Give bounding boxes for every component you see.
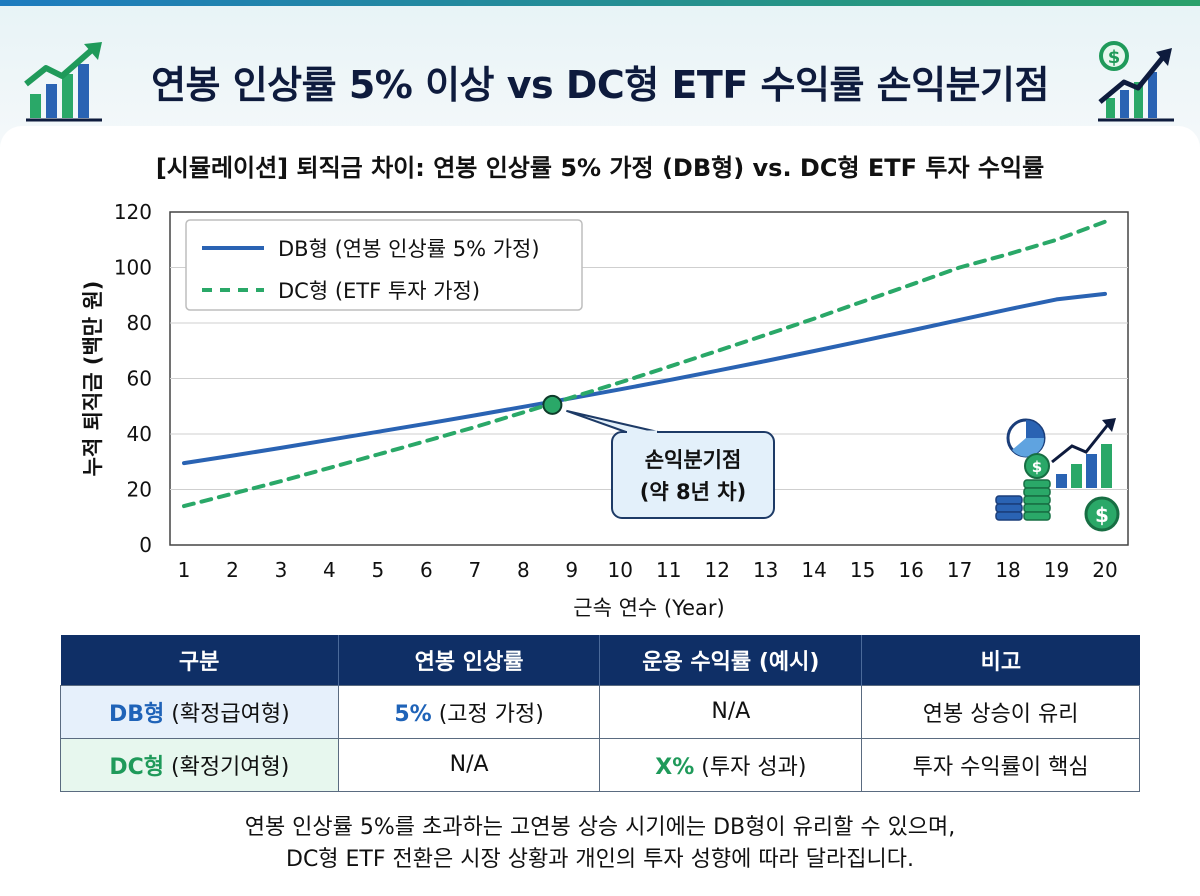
- x-tick-label: 8: [517, 558, 530, 582]
- header-category: 구분: [60, 635, 339, 685]
- growth-chart-icon: [24, 42, 102, 122]
- comparison-table: 구분 연봉 인상률 운용 수익률 (예시) 비고 DB형 (확정급여형) 5% …: [60, 635, 1140, 792]
- x-tick-label: 2: [226, 558, 239, 582]
- series-line-db: [182, 291, 1107, 466]
- row-raise: N/A: [337, 737, 601, 792]
- row-return: X% (투자 성과): [599, 737, 863, 792]
- page-title: 연봉 인상률 5% 이상 vs DC형 ETF 수익률 손익분기점: [151, 63, 1049, 107]
- footer-line-2: DC형 ETF 전환은 시장 상황과 개인의 투자 성향에 따라 달라집니다.: [286, 847, 914, 872]
- x-tick-label: 5: [372, 558, 385, 582]
- money-growth-icon: $: [1098, 41, 1174, 122]
- x-tick-label: 4: [323, 558, 336, 582]
- legend-box: [185, 219, 583, 311]
- chart-title: [시뮬레이션] 퇴직금 차이: 연봉 인상률 5% 가정 (DB형) vs. D…: [155, 154, 1045, 182]
- svg-text:$: $: [1108, 47, 1121, 68]
- x-tick-label: 13: [753, 558, 778, 582]
- header: 연봉 인상률 5% 이상 vs DC형 ETF 수익률 손익분기점 $: [0, 18, 1200, 128]
- callout-label-line2: (약 8년 차): [640, 480, 746, 504]
- svg-text:$: $: [1095, 503, 1109, 527]
- svg-text:$: $: [1032, 458, 1042, 476]
- row-raise-bold: 5%: [394, 701, 432, 727]
- y-tick-label: 60: [127, 367, 152, 391]
- x-tick-label: 19: [1044, 558, 1069, 582]
- header-salary-raise: 연봉 인상률: [338, 635, 601, 685]
- row-note: 투자 수익률이 핵심: [861, 737, 1140, 792]
- x-tick-label: 7: [468, 558, 481, 582]
- x-tick-label: 15: [850, 558, 875, 582]
- row-label-rest: (확정급여형): [164, 701, 290, 727]
- x-tick-label: 11: [656, 558, 681, 582]
- row-label-rest: (확정기여형): [164, 754, 290, 780]
- x-tick-label: 3: [275, 558, 288, 582]
- callout-box: [611, 431, 775, 519]
- x-tick-label: 10: [608, 558, 633, 582]
- row-note: 연봉 상승이 유리: [861, 684, 1140, 739]
- x-tick-label: 18: [995, 558, 1020, 582]
- row-raise-rest: (고정 가정): [431, 701, 544, 727]
- x-axis-label: 근속 연수 (Year): [573, 596, 724, 620]
- row-return-rest: (투자 성과): [694, 754, 807, 780]
- y-tick-label: 0: [139, 533, 152, 557]
- footer-note: 연봉 인상률 5%를 초과하는 고연봉 상승 시기에는 DB형이 유리할 수 있…: [0, 812, 1200, 876]
- y-tick-label: 20: [127, 478, 152, 502]
- row-raise-rest: N/A: [449, 752, 489, 777]
- x-tick-label: 1: [178, 558, 191, 582]
- legend-label: DB형 (연봉 인상률 5% 가정): [278, 237, 540, 261]
- footer-line-1: 연봉 인상률 5%를 초과하는 고연봉 상승 시기에는 DB형이 유리할 수 있…: [244, 815, 956, 840]
- callout-label-line1: 손익분기점: [645, 448, 742, 472]
- break-even-point: [542, 394, 563, 415]
- y-tick-label: 80: [127, 311, 152, 335]
- row-return-rest: N/A: [711, 699, 751, 724]
- top-accent-bar: [0, 0, 1200, 6]
- x-tick-label: 14: [801, 558, 826, 582]
- header-investment-return: 운용 수익률 (예시): [599, 635, 863, 685]
- legend-label: DC형 (ETF 투자 가정): [278, 279, 480, 303]
- row-label-bold: DC형: [109, 754, 164, 780]
- x-tick-label: 9: [565, 558, 578, 582]
- y-tick-label: 120: [114, 200, 152, 224]
- series-line-dc: [182, 219, 1107, 509]
- row-raise: 5% (고정 가정): [337, 684, 601, 739]
- table-row: DC형 (확정기여형) N/A X% (투자 성과) 투자 수익률이 핵심: [60, 737, 1140, 792]
- x-tick-label: 6: [420, 558, 433, 582]
- row-label: DB형 (확정급여형): [60, 684, 339, 739]
- x-tick-label: 20: [1092, 558, 1117, 582]
- table-row: DB형 (확정급여형) 5% (고정 가정) N/A 연봉 상승이 유리: [60, 684, 1140, 739]
- y-tick-label: 100: [114, 256, 152, 280]
- row-label-bold: DB형: [109, 701, 165, 727]
- x-tick-label: 12: [704, 558, 729, 582]
- x-tick-label: 17: [947, 558, 972, 582]
- row-return: N/A: [599, 684, 863, 739]
- row-return-bold: X%: [655, 754, 695, 780]
- y-axis-label: 누적 퇴직금 (백만 원): [81, 281, 105, 477]
- x-tick-label: 16: [898, 558, 923, 582]
- table-header-row: 구분 연봉 인상률 운용 수익률 (예시) 비고: [60, 635, 1140, 685]
- header-note: 비고: [861, 635, 1140, 685]
- row-label: DC형 (확정기여형): [60, 737, 339, 792]
- investment-illustration-icon: $ $: [995, 418, 1120, 532]
- y-tick-label: 40: [127, 422, 152, 446]
